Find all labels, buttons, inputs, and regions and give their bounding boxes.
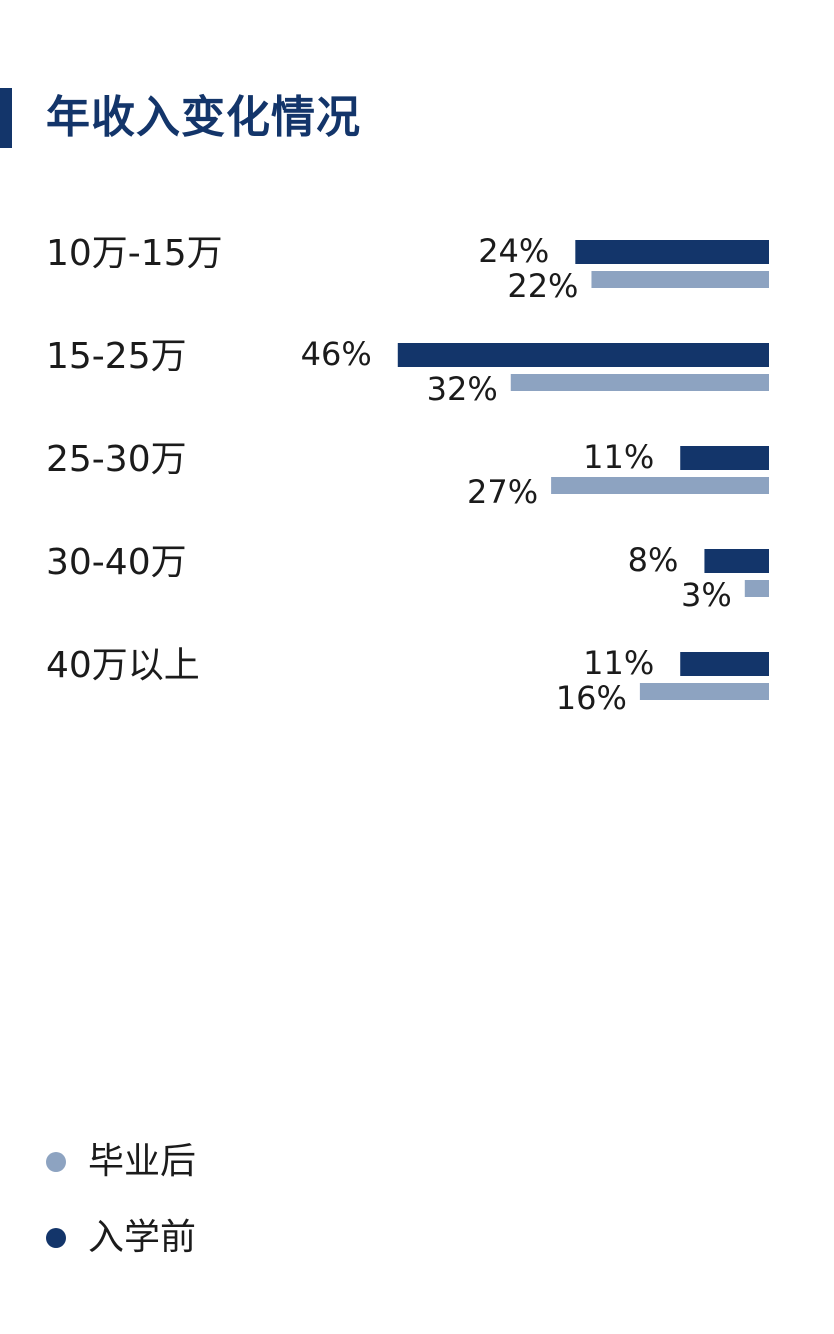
bar-after xyxy=(510,374,769,391)
bar-after xyxy=(551,477,769,494)
bar-before xyxy=(680,446,769,470)
data-label-before: 11% xyxy=(583,438,654,476)
bar-before xyxy=(575,240,769,264)
bar-after xyxy=(639,683,769,700)
category-label: 15-25万 xyxy=(46,336,187,377)
category-label: 40万以上 xyxy=(46,645,200,686)
data-label-before: 11% xyxy=(583,644,654,682)
legend-dot-after-icon xyxy=(46,1152,66,1172)
category-label: 25-30万 xyxy=(46,439,187,480)
data-label-after: 16% xyxy=(556,679,627,717)
title-accent-bar xyxy=(0,88,12,148)
bar-before xyxy=(397,343,769,367)
legend-item-after: 毕业后 xyxy=(46,1132,196,1192)
category-label: 30-40万 xyxy=(46,542,187,583)
category-label: 10万-15万 xyxy=(46,233,223,274)
legend-label-before: 入学前 xyxy=(88,1217,197,1258)
bar-after xyxy=(591,271,769,288)
data-label-before: 8% xyxy=(628,541,679,579)
page-title: 年收入变化情况 xyxy=(46,92,361,143)
data-label-before: 24% xyxy=(478,232,549,270)
data-label-after: 27% xyxy=(467,473,538,511)
data-label-before: 46% xyxy=(301,335,372,373)
legend-label-after: 毕业后 xyxy=(88,1141,197,1182)
bar-before xyxy=(680,652,769,676)
legend-dot-before-icon xyxy=(46,1228,66,1248)
data-label-after: 3% xyxy=(681,576,732,614)
bar-before xyxy=(704,549,769,573)
chart-legend: 毕业后 入学前 xyxy=(46,1132,196,1284)
legend-item-before: 入学前 xyxy=(46,1208,196,1268)
data-label-after: 32% xyxy=(427,370,498,408)
income-change-chart: 10万-15万 24%22% 15-25万 46% 32% 25-30万 11% 27% 30-… xyxy=(46,232,769,717)
data-label-after: 22% xyxy=(507,267,578,305)
bar-after xyxy=(744,580,769,597)
